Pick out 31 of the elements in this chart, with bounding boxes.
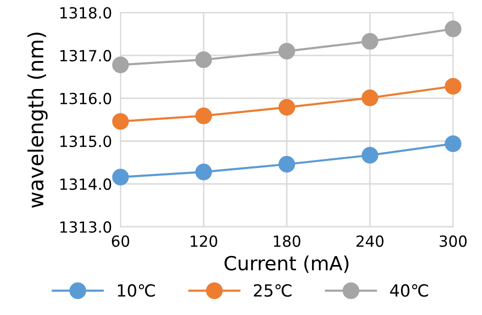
legend-label: 40℃	[390, 284, 428, 297]
point	[362, 90, 378, 106]
y-tick-label: 1314.0	[60, 178, 112, 190]
point	[195, 108, 212, 124]
point	[112, 168, 129, 186]
x-tick-label: 180	[274, 235, 300, 247]
legend-label: 25℃	[254, 284, 292, 297]
point	[278, 98, 296, 116]
point	[112, 113, 129, 130]
point	[444, 20, 462, 38]
point	[444, 135, 462, 152]
y-tick-label: 1313.0	[60, 221, 112, 233]
point	[444, 78, 462, 95]
point	[278, 156, 296, 173]
point	[195, 164, 212, 180]
y-tick-label: 1317.0	[60, 50, 112, 62]
x-tick-label: 240	[356, 235, 384, 247]
y-tick-label: 1316.0	[60, 92, 112, 104]
x-tick-label: 300	[440, 235, 467, 247]
point	[112, 56, 129, 74]
x-axis-title: Current (mA)	[224, 255, 348, 273]
point	[362, 146, 378, 164]
x-tick-label: 60	[112, 235, 130, 247]
legend-label: 10℃	[118, 284, 155, 297]
x-tick-label: 120	[190, 235, 218, 247]
y-axis-title: wavelength (nm)	[27, 32, 48, 208]
point	[362, 32, 378, 50]
y-tick-label: 1318.0	[60, 7, 112, 19]
point	[278, 42, 296, 60]
point	[195, 51, 212, 68]
y-tick-label: 1315.0	[60, 136, 112, 148]
